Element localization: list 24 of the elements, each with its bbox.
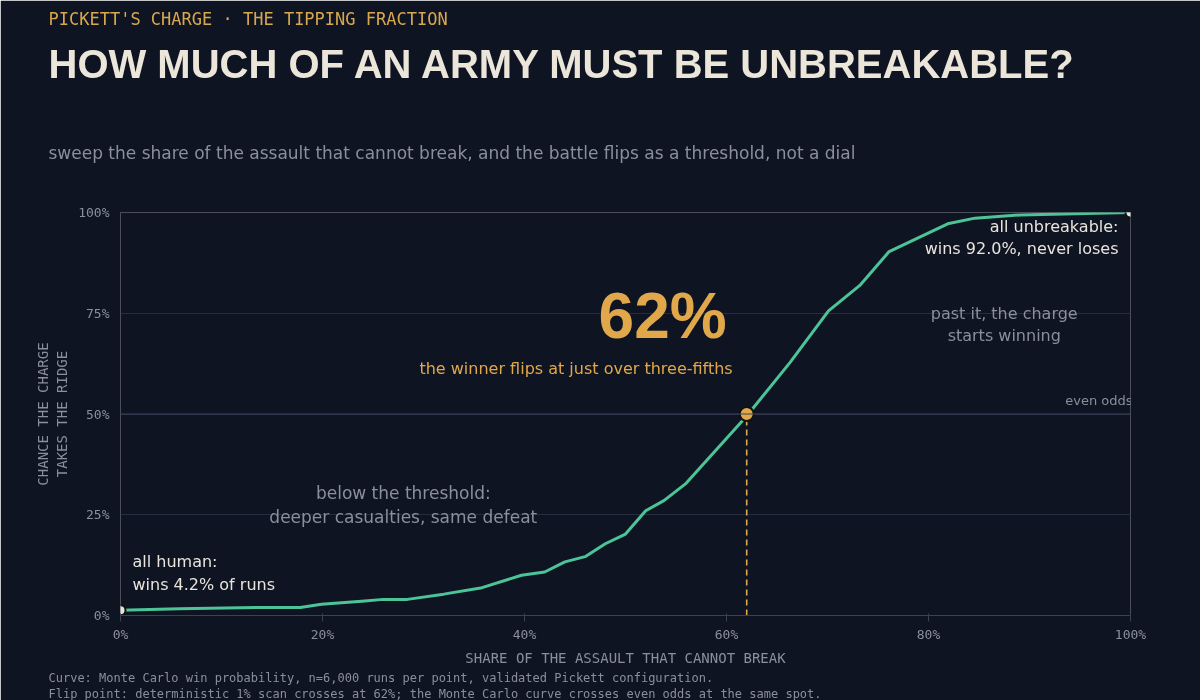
x-axis-title: SHARE OF THE ASSAULT THAT CANNOT BREAK: [465, 649, 787, 666]
x-tick-label: 100%: [1114, 626, 1147, 642]
x-tick-label: 80%: [916, 626, 941, 642]
y-tick-label: 50%: [86, 406, 110, 422]
y-tick-label: 100%: [78, 205, 110, 220]
chart-subtitle: sweep the share of the assault that cannot break, and the battle flips as a threshold, not a dial: [48, 142, 856, 163]
y-tick-label: 0%: [93, 608, 110, 623]
annotation: all human: wins 4.2% of runs: [132, 552, 276, 595]
x-tick-label: 60%: [714, 626, 739, 642]
x-tick-label: 20%: [310, 626, 335, 642]
y-tick-label: 75%: [86, 305, 110, 321]
y-tick-label: 25%: [86, 507, 110, 523]
x-tick-label: 40%: [512, 626, 537, 642]
x-tick-label: 0%: [112, 626, 129, 642]
annotation: past it, the charge starts winning: [930, 303, 1078, 346]
chart-title: HOW MUCH OF AN ARMY MUST BE UNBREAKABLE?: [48, 41, 1074, 86]
y-axis-title: CHANCE THE CHARGE TAKES THE RIDGE: [34, 342, 71, 486]
annotation: below the threshold: deeper casualties, same defeat: [269, 482, 538, 527]
text: Curve: Monte Carlo win probability, n=6,000 runs per point, validated Pickett configuration.: [48, 670, 714, 685]
text: PICKETT'S CHARGE · THE TIPPING FRACTION: [48, 8, 448, 29]
annotation: all unbreakable: wins 92.0%, never loses: [924, 216, 1119, 259]
text: Flip point: deterministic 1% scan crosses at 62%; the Monte Carlo curve crosses even odds at the same spot.: [48, 686, 822, 700]
annotation: 62%: [598, 280, 727, 352]
annotation: the winner flips at just over three-fifths: [419, 359, 733, 378]
